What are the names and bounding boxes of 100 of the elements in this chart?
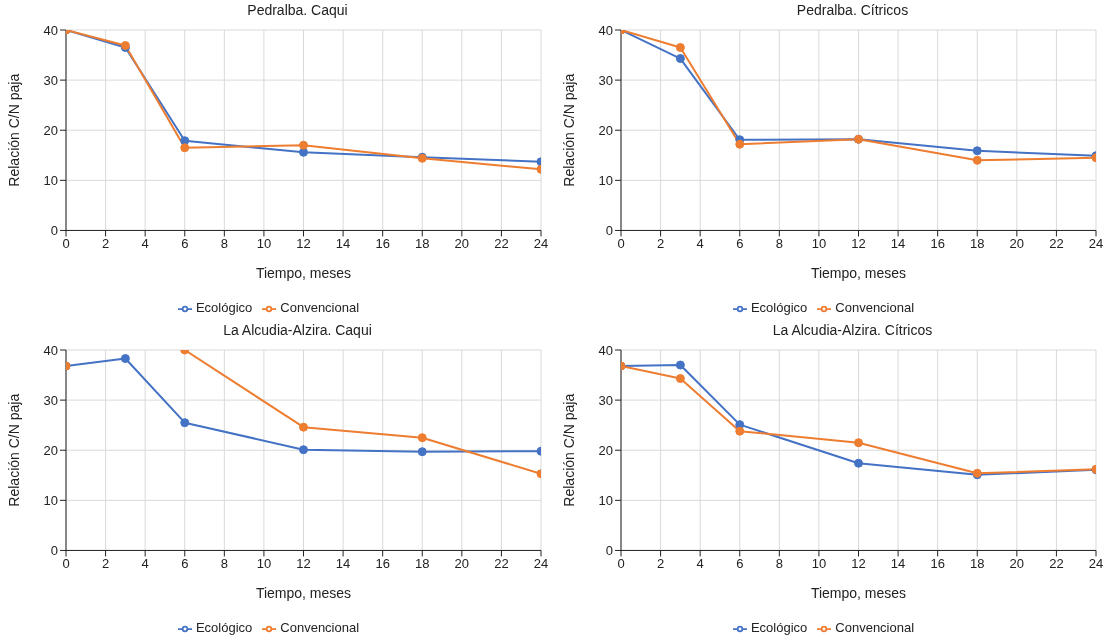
y-tick-label: 40 [43,342,58,358]
x-tick-label: 4 [696,235,704,251]
x-tick-label: 14 [335,555,351,571]
y-tick-label: 0 [50,543,58,559]
y-tick-label: 20 [598,122,613,138]
x-tick-label: 20 [454,555,470,571]
x-tick-label: 2 [101,235,110,251]
x-tick-label: 8 [775,235,783,251]
point [735,426,745,436]
point [854,458,863,468]
legend-label: Ecológico [195,620,253,636]
y-tick-label: 30 [598,72,613,88]
x-tick-label: 14 [890,235,906,251]
y-axis-title: Relación C/N paja [5,393,22,507]
y-tick-label: 0 [605,543,613,559]
x-tick-label: 10 [256,555,272,571]
x-tick-label: 6 [736,555,744,571]
point [299,140,308,150]
x-tick-label: 24 [533,555,549,571]
x-tick-label: 12 [851,555,866,571]
x-tick-label: 8 [220,555,228,571]
x-tick-label: 20 [1009,555,1025,571]
y-tick-label: 30 [43,72,58,88]
y-axis-title: Relación C/N paja [560,393,577,507]
x-tick-label: 20 [454,235,470,251]
point [972,146,982,156]
x-tick-label: 24 [1088,235,1104,251]
x-tick-label: 2 [101,555,110,571]
x-tick-label: 22 [494,555,509,571]
chart-title: La Alcudia-Alzira. Caqui [222,321,373,340]
x-axis-title: Tiempo, meses [255,265,352,282]
legend-label: Ecológico [750,620,808,636]
x-tick-label: 14 [335,235,351,251]
x-tick-label: 0 [617,555,625,571]
y-tick-label: 10 [598,492,613,508]
x-tick-label: 4 [141,555,149,571]
point [972,155,982,165]
x-tick-label: 10 [256,235,272,251]
x-tick-label: 6 [736,235,744,251]
x-tick-label: 12 [851,235,866,251]
y-tick-label: 0 [605,223,613,239]
y-axis-title: Relación C/N paja [560,73,577,187]
y-tick-label: 20 [598,442,613,458]
legend-label: Convencional [280,620,360,636]
point [675,360,685,370]
point [299,422,308,432]
y-tick-label: 10 [43,492,58,508]
x-tick-label: 16 [930,555,945,571]
legend-label: Convencional [835,300,915,316]
legend-label: Ecológico [195,300,253,316]
y-axis-title: Relación C/N paja [5,73,22,187]
x-tick-label: 18 [415,555,430,571]
y-tick-label: 20 [43,442,58,458]
x-tick-label: 24 [533,235,549,251]
y-tick-label: 40 [598,22,613,38]
x-tick-label: 6 [181,235,189,251]
x-tick-label: 14 [890,555,906,571]
x-tick-label: 2 [656,555,665,571]
y-tick-label: 20 [43,122,58,138]
point [180,418,190,428]
point [675,374,685,384]
y-tick-label: 0 [50,223,58,239]
x-tick-label: 4 [696,555,704,571]
y-tick-label: 10 [598,172,613,188]
point [675,54,685,64]
x-tick-label: 18 [970,555,985,571]
x-tick-label: 8 [220,235,228,251]
point [675,43,685,53]
point [854,438,863,448]
x-tick-label: 22 [494,235,509,251]
y-tick-label: 40 [598,342,613,358]
chart-title: La Alcudia-Alzira. Cítricos [771,321,934,340]
x-tick-label: 22 [1049,555,1064,571]
x-tick-label: 2 [656,235,665,251]
legend-label: Convencional [280,300,360,316]
y-tick-label: 10 [43,172,58,188]
point [735,139,745,149]
legend-label: Convencional [835,620,915,636]
x-axis-title: Tiempo, meses [810,585,907,602]
x-tick-label: 6 [181,555,189,571]
x-tick-label: 0 [62,555,70,571]
point [299,445,308,455]
chart-title: Pedralba. Cítricos [795,1,910,20]
x-tick-label: 0 [617,235,625,251]
x-tick-label: 4 [141,235,149,251]
x-tick-label: 0 [62,235,70,251]
point [417,447,427,457]
legend-label: Ecológico [750,300,808,316]
x-tick-label: 10 [811,555,827,571]
y-tick-label: 30 [43,392,58,408]
x-tick-label: 20 [1009,235,1025,251]
chart-title: Pedralba. Caqui [246,1,349,20]
y-tick-label: 40 [43,22,58,38]
x-tick-label: 16 [375,235,390,251]
point [180,143,190,153]
x-tick-label: 16 [930,235,945,251]
x-tick-label: 22 [1049,235,1064,251]
x-tick-label: 8 [775,555,783,571]
x-axis-title: Tiempo, meses [255,585,352,602]
x-tick-label: 10 [811,235,827,251]
